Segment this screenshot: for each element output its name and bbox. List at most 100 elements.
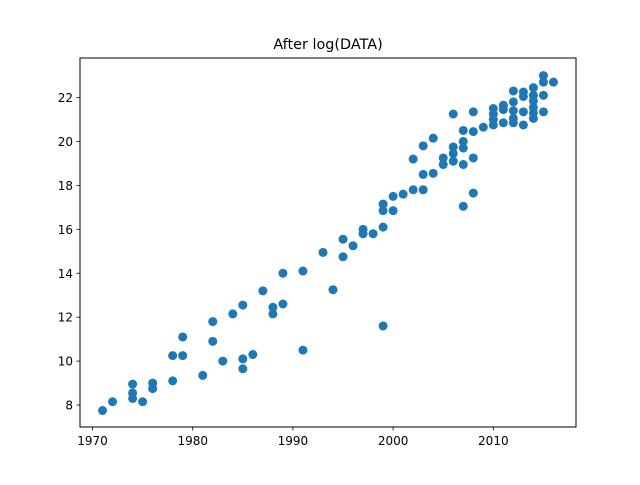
y-tick-label: 20: [58, 135, 73, 149]
scatter-point: [168, 351, 178, 361]
scatter-point: [458, 160, 468, 170]
scatter-point: [418, 141, 428, 151]
scatter-point: [338, 252, 348, 262]
scatter-point: [448, 109, 458, 119]
scatter-point: [438, 153, 448, 163]
scatter-point: [528, 113, 538, 123]
scatter-point: [448, 156, 458, 166]
scatter-point: [328, 285, 338, 295]
scatter-point: [208, 317, 218, 327]
scatter-point: [528, 96, 538, 106]
x-tick-label: 2000: [378, 434, 409, 448]
scatter-point: [338, 234, 348, 244]
scatter-point: [148, 384, 158, 394]
scatter-point: [458, 143, 468, 153]
scatter-point: [448, 142, 458, 152]
scatter-point: [128, 393, 138, 403]
y-tick-label: 16: [58, 223, 73, 237]
scatter-point: [138, 397, 148, 407]
scatter-point: [298, 345, 308, 355]
scatter-point: [258, 286, 268, 296]
scatter-point: [408, 185, 418, 195]
chart-title: After log(DATA): [273, 37, 382, 53]
scatter-point: [458, 125, 468, 135]
scatter-point: [468, 153, 478, 163]
scatter-point: [358, 229, 368, 239]
scatter-point: [378, 206, 388, 216]
scatter-point: [168, 376, 178, 386]
scatter-point: [408, 154, 418, 164]
scatter-point: [318, 247, 328, 257]
scatter-point: [498, 118, 508, 128]
x-tick-label: 1990: [278, 434, 309, 448]
scatter-point: [278, 299, 288, 309]
scatter-point: [248, 350, 258, 360]
y-tick-label: 10: [58, 355, 73, 369]
y-tick-label: 18: [58, 179, 73, 193]
scatter-point: [448, 149, 458, 159]
plot-frame: [79, 57, 577, 428]
scatter-point: [548, 77, 558, 87]
scatter-point: [438, 160, 448, 170]
scatter-point: [418, 185, 428, 195]
x-tick-label: 2010: [478, 434, 509, 448]
scatter-point: [538, 90, 548, 100]
scatter-point: [198, 370, 208, 380]
scatter-point: [238, 300, 248, 310]
scatter-point: [518, 91, 528, 101]
scatter-point: [398, 189, 408, 199]
scatter-point: [368, 229, 378, 239]
scatter-point: [508, 118, 518, 128]
scatter-point: [238, 364, 248, 374]
scatter-point: [428, 168, 438, 178]
scatter-point: [378, 321, 388, 331]
scatter-point: [458, 201, 468, 211]
scatter-point: [508, 86, 518, 96]
scatter-point: [178, 332, 188, 342]
scatter-point: [268, 302, 278, 312]
scatter-point: [488, 120, 498, 130]
scatter-point: [528, 83, 538, 93]
y-tick-label: 14: [58, 267, 73, 281]
scatter-point: [518, 107, 528, 117]
y-tick-label: 12: [58, 311, 73, 325]
scatter-point: [98, 406, 108, 416]
x-tick-label: 1980: [177, 434, 208, 448]
scatter-point: [378, 222, 388, 232]
scatter-point: [348, 241, 358, 251]
scatter-point: [498, 105, 508, 115]
scatter-point: [298, 266, 308, 276]
axis-ticks: 1970 1980 1990 2000 2010 8 10 12 14 16 18 20 22: [58, 91, 509, 448]
scatter-point: [108, 397, 118, 407]
scatter-point: [418, 169, 428, 179]
scatter-point: [508, 97, 518, 107]
scatter-point: [518, 120, 528, 130]
scatter-point: [268, 309, 278, 319]
scatter-point: [278, 268, 288, 278]
scatter-point: [238, 354, 248, 364]
scatter-point: [178, 351, 188, 361]
scatter-point: [428, 133, 438, 143]
scatter-point: [538, 107, 548, 117]
scatter-point: [208, 336, 218, 346]
scatter-point: [458, 136, 468, 146]
scatter-point: [538, 71, 548, 81]
scatter-point: [378, 199, 388, 209]
scatter-point: [468, 188, 478, 198]
scatter-point: [468, 107, 478, 117]
scatter-point: [228, 309, 238, 319]
scatter-point: [218, 356, 228, 366]
scatter-point: [468, 127, 478, 137]
scatter-point: [508, 106, 518, 116]
scatter-point: [538, 77, 548, 87]
y-tick-label: 22: [58, 91, 73, 105]
data-points: [98, 71, 558, 416]
scatter-point: [388, 191, 398, 201]
y-tick-label: 8: [65, 399, 73, 413]
x-tick-label: 1970: [77, 434, 108, 448]
scatter-point: [128, 379, 138, 389]
scatter-point: [388, 206, 398, 216]
